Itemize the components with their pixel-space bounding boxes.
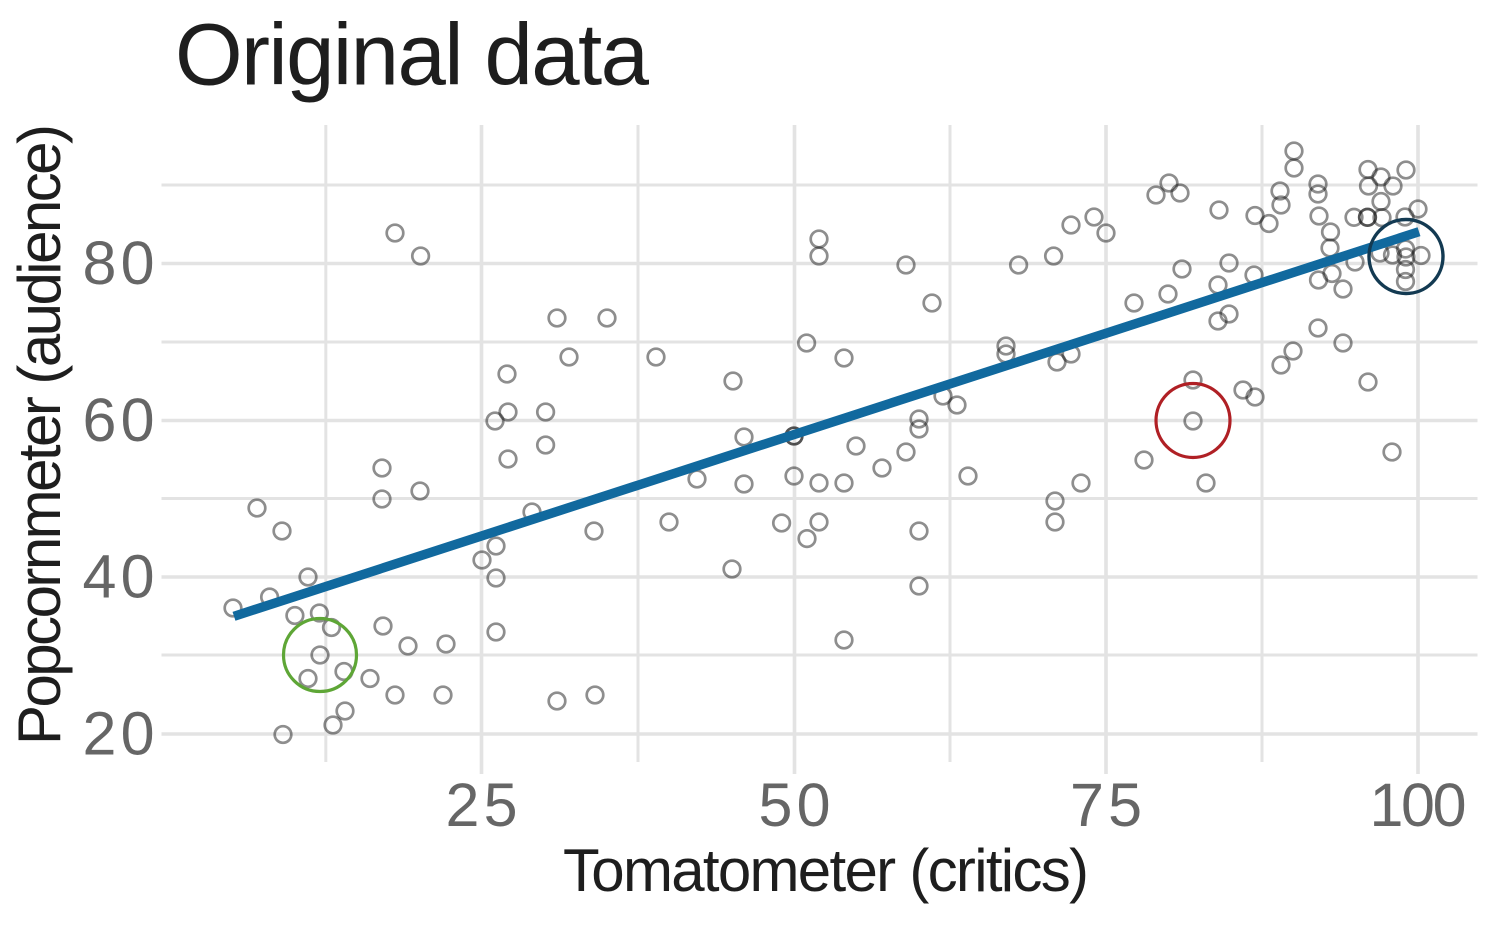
svg-text:Tomatometer (critics): Tomatometer (critics)	[563, 837, 1089, 904]
svg-text:Popcornmeter (audience): Popcornmeter (audience)	[6, 124, 73, 745]
svg-text:Original data: Original data	[175, 7, 650, 104]
svg-text:100: 100	[1370, 771, 1467, 839]
